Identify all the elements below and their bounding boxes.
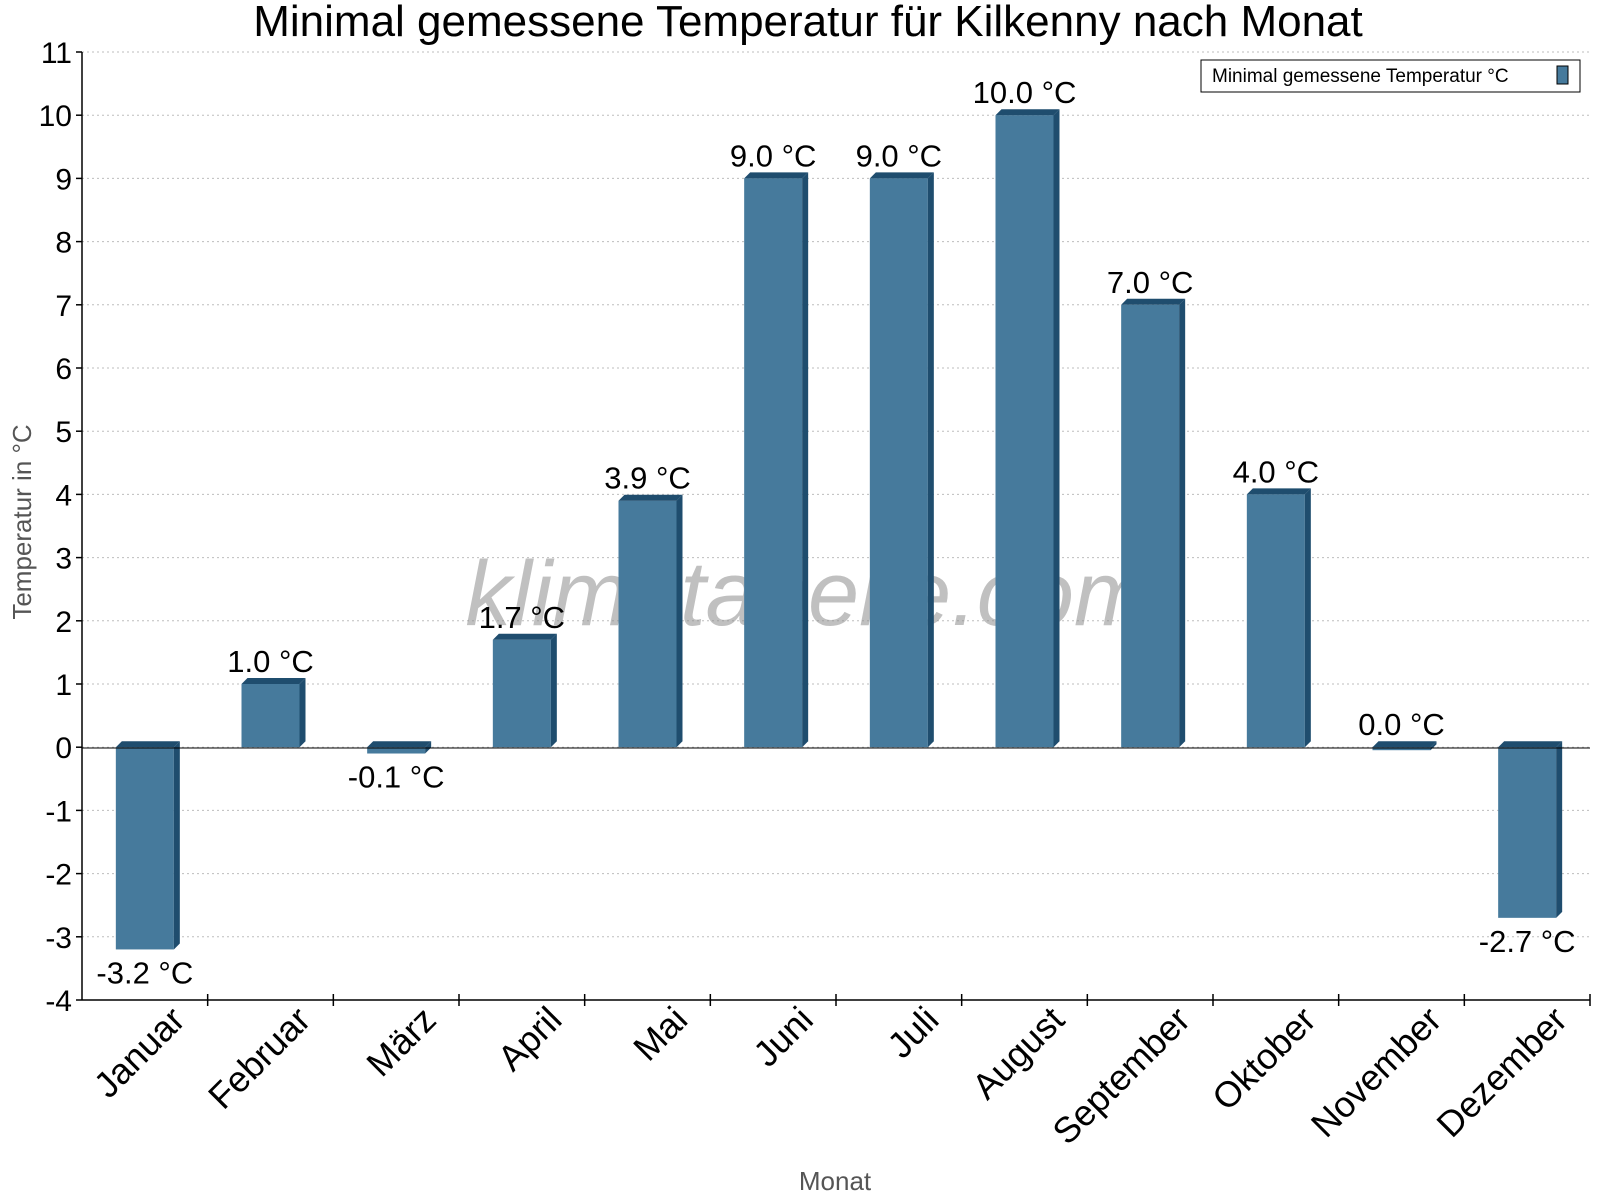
y-tick-label: 4: [55, 479, 72, 512]
bar-top: [744, 172, 809, 179]
bar: [1498, 747, 1557, 918]
bar-side: [425, 741, 432, 754]
bar-top: [492, 633, 557, 640]
x-tick-labels: Januar Februar März April Mai Juni Juli AugustS…: [86, 994, 1591, 1153]
data-label: -3.2 °C: [96, 955, 193, 990]
bar-top: [1121, 298, 1186, 305]
bar-side: [1053, 109, 1060, 748]
legend-swatch: [1556, 65, 1569, 85]
bars: [115, 109, 1563, 950]
bar-side: [1304, 488, 1311, 748]
bar: [618, 500, 677, 748]
data-label: -2.7 °C: [1479, 924, 1576, 959]
y-tick-label: 0: [55, 732, 72, 765]
x-tick-label: Oktober: [1204, 999, 1324, 1119]
bar: [744, 178, 803, 748]
axes: [81, 52, 1590, 1001]
bar-side: [299, 678, 306, 748]
data-labels: -3.2 °C 1.0 °C -0.1 °C 1.7 °C 3.9 °C 9.0 °C 9.…: [96, 75, 1575, 990]
bar-top: [1246, 488, 1311, 495]
y-tick-label: -3: [45, 922, 72, 955]
bar: [869, 178, 928, 748]
y-tick-label: 10: [39, 100, 72, 133]
data-label: 0.0 °C: [1358, 707, 1445, 742]
y-tick-label: -2: [45, 859, 72, 892]
y-tick-label: 6: [55, 353, 72, 386]
y-tick-label: 7: [55, 290, 72, 323]
data-label: 7.0 °C: [1107, 265, 1194, 300]
bar: [367, 747, 426, 754]
chart-title: Minimal gemessene Temperatur für Kilkenn…: [253, 0, 1363, 46]
bar-side: [1179, 298, 1186, 748]
x-tick-label: April: [490, 999, 570, 1079]
bar-top: [995, 109, 1060, 116]
x-tick-label: September: [1044, 999, 1198, 1153]
y-tick-label: 2: [55, 606, 72, 639]
data-label: 10.0 °C: [973, 75, 1077, 110]
x-tick-label: Dezember: [1428, 999, 1574, 1145]
bar-side: [550, 633, 557, 748]
bar-top: [241, 678, 306, 684]
legend-label: Minimal gemessene Temperatur °C: [1212, 66, 1509, 87]
bar-side: [802, 172, 809, 748]
y-tick-label: 8: [55, 227, 72, 260]
data-label: 1.7 °C: [479, 600, 566, 635]
x-tick-label: November: [1303, 999, 1449, 1145]
x-tick-label: Juli: [879, 999, 946, 1066]
bar-top: [869, 172, 934, 179]
bar-top: [1498, 741, 1563, 748]
data-label: 3.9 °C: [604, 461, 691, 496]
bar: [115, 747, 174, 950]
x-tick-label: März: [358, 999, 444, 1085]
x-axis-title: Monat: [799, 1166, 872, 1196]
legend: Minimal gemessene Temperatur °C: [1200, 59, 1581, 93]
x-tick-label: Februar: [200, 999, 318, 1117]
bar-top: [115, 741, 180, 748]
y-tick-label: 3: [55, 543, 72, 576]
bar: [995, 115, 1054, 748]
y-tick-label: 9: [55, 163, 72, 196]
y-tick-label: 11: [41, 37, 72, 70]
y-tick-labels: -4 -3 -2 -1 0 1 2 3 4 5 6 7 8 9 10 11: [39, 37, 82, 1018]
data-label: -0.1 °C: [348, 760, 445, 795]
bar-side: [676, 494, 683, 748]
legend-box: [1200, 59, 1581, 93]
grid-lines: [82, 51, 1590, 1001]
bar-top: [1372, 741, 1437, 748]
bar-top: [618, 494, 683, 501]
bar-side: [173, 741, 180, 950]
bar: [1372, 747, 1431, 751]
y-tick-label: 1: [55, 669, 72, 702]
y-tick-label: -1: [45, 795, 72, 828]
data-label: 1.0 °C: [227, 644, 314, 679]
data-label: 9.0 °C: [856, 138, 943, 173]
bar-side: [1556, 741, 1563, 918]
data-label: 9.0 °C: [730, 138, 817, 173]
bar: [241, 684, 300, 748]
y-axis-title: Temperatur in °C: [7, 424, 37, 619]
x-tick-label: Mai: [625, 999, 695, 1069]
y-tick-label: -4: [45, 985, 72, 1018]
bar: [1121, 304, 1180, 748]
x-tick-label: August: [964, 999, 1072, 1107]
bar: [1246, 494, 1305, 748]
x-tick-label: Juni: [745, 999, 821, 1075]
bar: [492, 639, 551, 748]
y-tick-label: 5: [55, 416, 72, 449]
x-tick-label: Januar: [86, 999, 193, 1106]
data-label: 4.0 °C: [1233, 454, 1320, 489]
bar-side: [927, 172, 934, 748]
bar-top: [367, 741, 432, 748]
